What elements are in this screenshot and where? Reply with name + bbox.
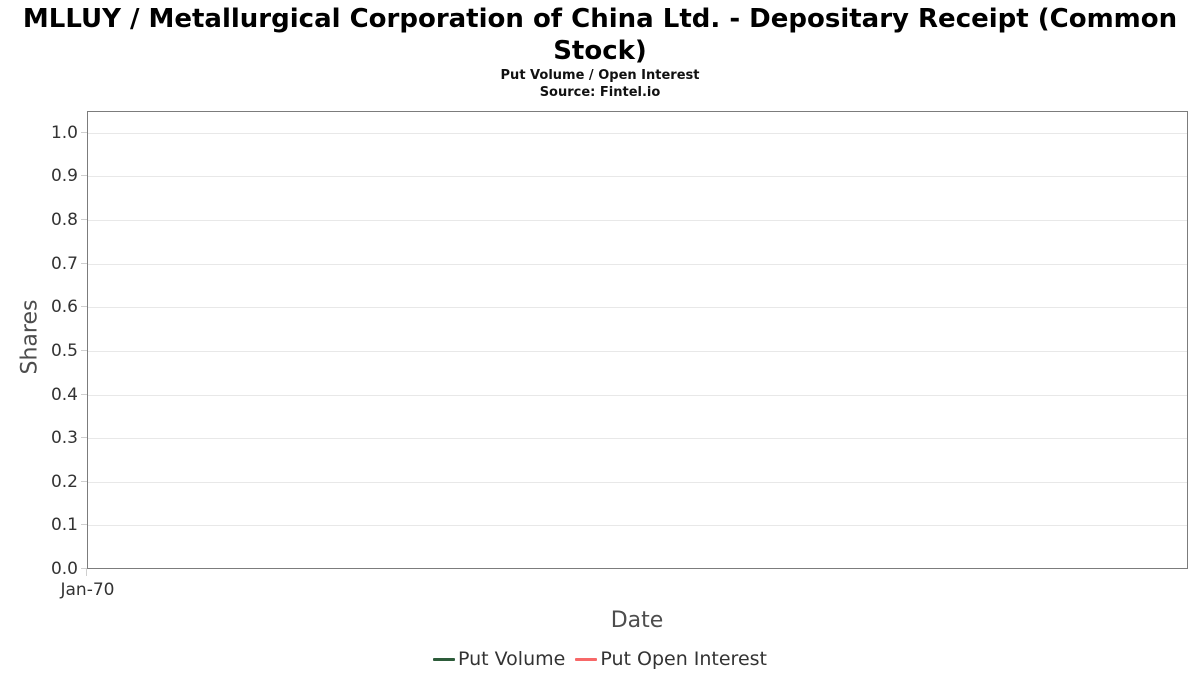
legend-item: Put Volume [433, 648, 565, 670]
y-tick-label: 0.6 [50, 297, 78, 317]
y-tick-mark [81, 219, 87, 220]
gridline [88, 220, 1187, 221]
y-tick-label: 0.9 [50, 166, 78, 186]
legend-label: Put Volume [458, 648, 566, 670]
y-tick-mark [81, 481, 87, 482]
gridline [88, 351, 1187, 352]
y-tick-mark [81, 524, 87, 525]
y-tick-label: 0.5 [50, 341, 78, 361]
legend-swatch [575, 657, 598, 661]
y-tick-label: 1.0 [50, 123, 78, 143]
gridline [88, 438, 1187, 439]
gridline [88, 525, 1187, 526]
y-tick-mark [81, 175, 87, 176]
y-tick-label: 0.3 [50, 428, 78, 448]
legend-swatch [433, 657, 455, 661]
gridline [88, 176, 1187, 177]
legend-label: Put Open Interest [600, 648, 767, 670]
y-tick-mark [81, 132, 87, 133]
gridline [88, 395, 1187, 396]
gridline [88, 307, 1187, 308]
x-axis-title: Date [610, 608, 664, 633]
y-tick-label: 0.8 [50, 210, 78, 230]
y-tick-mark [81, 306, 87, 307]
legend-item: Put Open Interest [575, 648, 767, 670]
y-tick-mark [81, 568, 87, 569]
y-tick-mark [81, 394, 87, 395]
y-tick-label: 0.2 [50, 472, 78, 492]
chart-subtitle: Put Volume / Open Interest [500, 68, 700, 83]
y-tick-mark [81, 350, 87, 351]
chart-title-line2: Stock) [553, 36, 647, 66]
y-tick-label: 0.1 [50, 515, 78, 535]
gridline [88, 482, 1187, 483]
y-tick-mark [81, 263, 87, 264]
y-tick-label: 0.7 [50, 254, 78, 274]
gridline [88, 264, 1187, 265]
y-tick-label: 0.0 [50, 559, 78, 579]
y-tick-mark [81, 437, 87, 438]
gridline [88, 133, 1187, 134]
chart-legend: Put Volume Put Open Interest [0, 646, 1200, 672]
chart-title-line1: MLLUY / Metallurgical Corporation of Chi… [22, 4, 1178, 34]
chart-source: Source: Fintel.io [539, 85, 661, 100]
y-tick-label: 0.4 [50, 385, 78, 405]
plot-area [87, 111, 1188, 569]
x-tick-mark [86, 569, 87, 576]
x-tick-label: Jan-70 [60, 580, 115, 600]
